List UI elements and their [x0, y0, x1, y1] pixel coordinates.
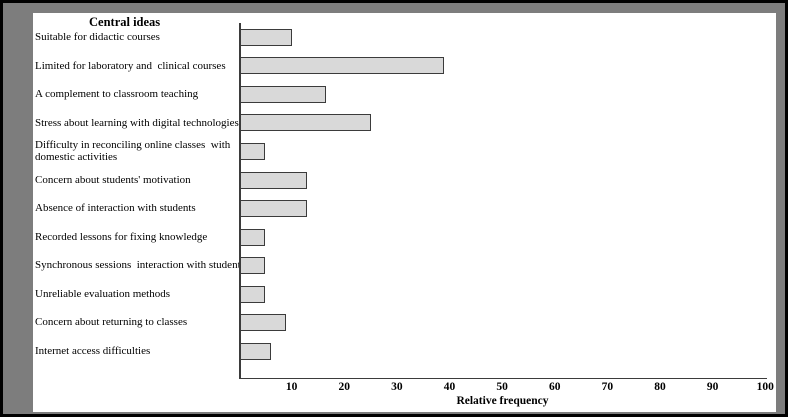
category-label: Limited for laboratory and clinical cour…: [35, 59, 226, 72]
frequency-bar: [239, 142, 266, 160]
x-tick-label: 60: [549, 381, 561, 393]
bar-track: [239, 314, 766, 332]
figure-frame: Central ideas Suitable for didactic cour…: [3, 3, 785, 414]
x-axis-ticks: 10 20 30 40 50 60 70 80 90 100: [239, 381, 774, 395]
bar-track: [239, 200, 766, 218]
chart-row: Internet access difficulties: [33, 337, 776, 366]
chart-row: Stress about learning with digital techn…: [33, 109, 776, 138]
category-label: Concern about students' motivation: [35, 173, 191, 186]
bar-track: [239, 285, 766, 303]
chart-row: Concern about returning to classes: [33, 308, 776, 337]
category-label: A complement to classroom teaching: [35, 88, 199, 101]
bar-track: [239, 114, 766, 132]
chart-title: Central ideas: [89, 15, 161, 29]
frequency-bar: [239, 314, 287, 332]
x-tick-label: 40: [443, 381, 456, 393]
frequency-bar: [239, 228, 266, 246]
frequency-bar: [239, 171, 308, 189]
x-tick-label: 100: [756, 381, 774, 393]
chart-row: Concern about students' motivation: [33, 166, 776, 195]
bar-track: [239, 85, 766, 103]
x-tick-label: 10: [285, 381, 298, 393]
x-tick-label: 30: [391, 381, 403, 393]
category-label: Internet access difficulties: [35, 345, 151, 358]
x-tick-label: 50: [496, 381, 508, 393]
category-label: Suitable for didactic courses: [35, 31, 160, 44]
x-tick-label: 90: [706, 381, 719, 393]
x-axis-label: Relative frequency: [456, 395, 549, 407]
category-label: Absence of interaction with students: [35, 202, 196, 215]
frequency-bar: [239, 28, 292, 46]
chart-row: Unreliable evaluation methods: [33, 280, 776, 309]
bar-track: [239, 57, 766, 75]
category-label: Recorded lessons for fixing knowledge: [35, 230, 208, 243]
x-tick-label: 20: [338, 381, 351, 393]
frequency-bar: [239, 285, 266, 303]
chart-row: Recorded lessons for fixing knowledge: [33, 223, 776, 252]
bar-track: [239, 342, 766, 360]
frequency-bar: [239, 200, 308, 218]
category-label: Stress about learning with digital techn…: [35, 116, 239, 129]
category-label: Unreliable evaluation methods: [35, 287, 171, 300]
x-tick-label: 70: [601, 381, 614, 393]
chart-rows: Suitable for didactic courses Limited for…: [33, 23, 776, 366]
chart-panel: Central ideas Suitable for didactic cour…: [33, 13, 776, 412]
frequency-bar: [239, 57, 445, 75]
frequency-bar: [239, 85, 326, 103]
chart-row: Difficulty in reconciling online classes…: [33, 137, 776, 166]
chart-row: Absence of interaction with students: [33, 194, 776, 223]
x-axis-line: [239, 377, 767, 380]
category-label: Difficulty in reconciling online classes…: [35, 138, 231, 164]
chart-row: Limited for laboratory and clinical cour…: [33, 52, 776, 81]
bar-track: [239, 171, 766, 189]
bar-track: [239, 142, 766, 160]
category-label: Concern about returning to classes: [35, 316, 188, 329]
frequency-bar: [239, 257, 266, 275]
frequency-bar: [239, 342, 271, 360]
bar-track: [239, 228, 766, 246]
bar-track: [239, 28, 766, 46]
x-tick-label: 80: [654, 381, 666, 393]
bar-track: [239, 257, 766, 275]
category-label: Synchronous sessions interaction with st…: [35, 259, 245, 272]
chart-row: Synchronous sessions interaction with st…: [33, 251, 776, 280]
chart-row: Suitable for didactic courses: [33, 23, 776, 52]
chart-row: A complement to classroom teaching: [33, 80, 776, 109]
frequency-bar: [239, 114, 371, 132]
y-axis-line: [239, 23, 241, 378]
